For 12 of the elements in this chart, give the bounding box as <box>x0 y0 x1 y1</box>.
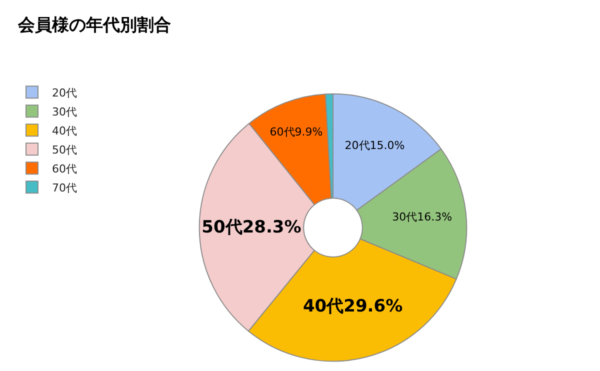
chart-title: 会員様の年代別割合 <box>17 15 171 36</box>
data-label: 60代9.9% <box>270 126 323 139</box>
legend-label: 40代 <box>52 124 77 138</box>
data-label: 30代16.3% <box>392 210 452 224</box>
legend-label: 20代 <box>52 86 77 100</box>
legend-label: 50代 <box>52 143 77 156</box>
data-label: 20代15.0% <box>344 139 405 152</box>
legend-label: 60代 <box>52 162 77 176</box>
data-label: 50代28.3% <box>202 217 302 238</box>
legend-label: 70代 <box>52 181 77 194</box>
data-label: 40代29.6% <box>302 296 403 317</box>
legend-label: 30代 <box>52 105 77 118</box>
